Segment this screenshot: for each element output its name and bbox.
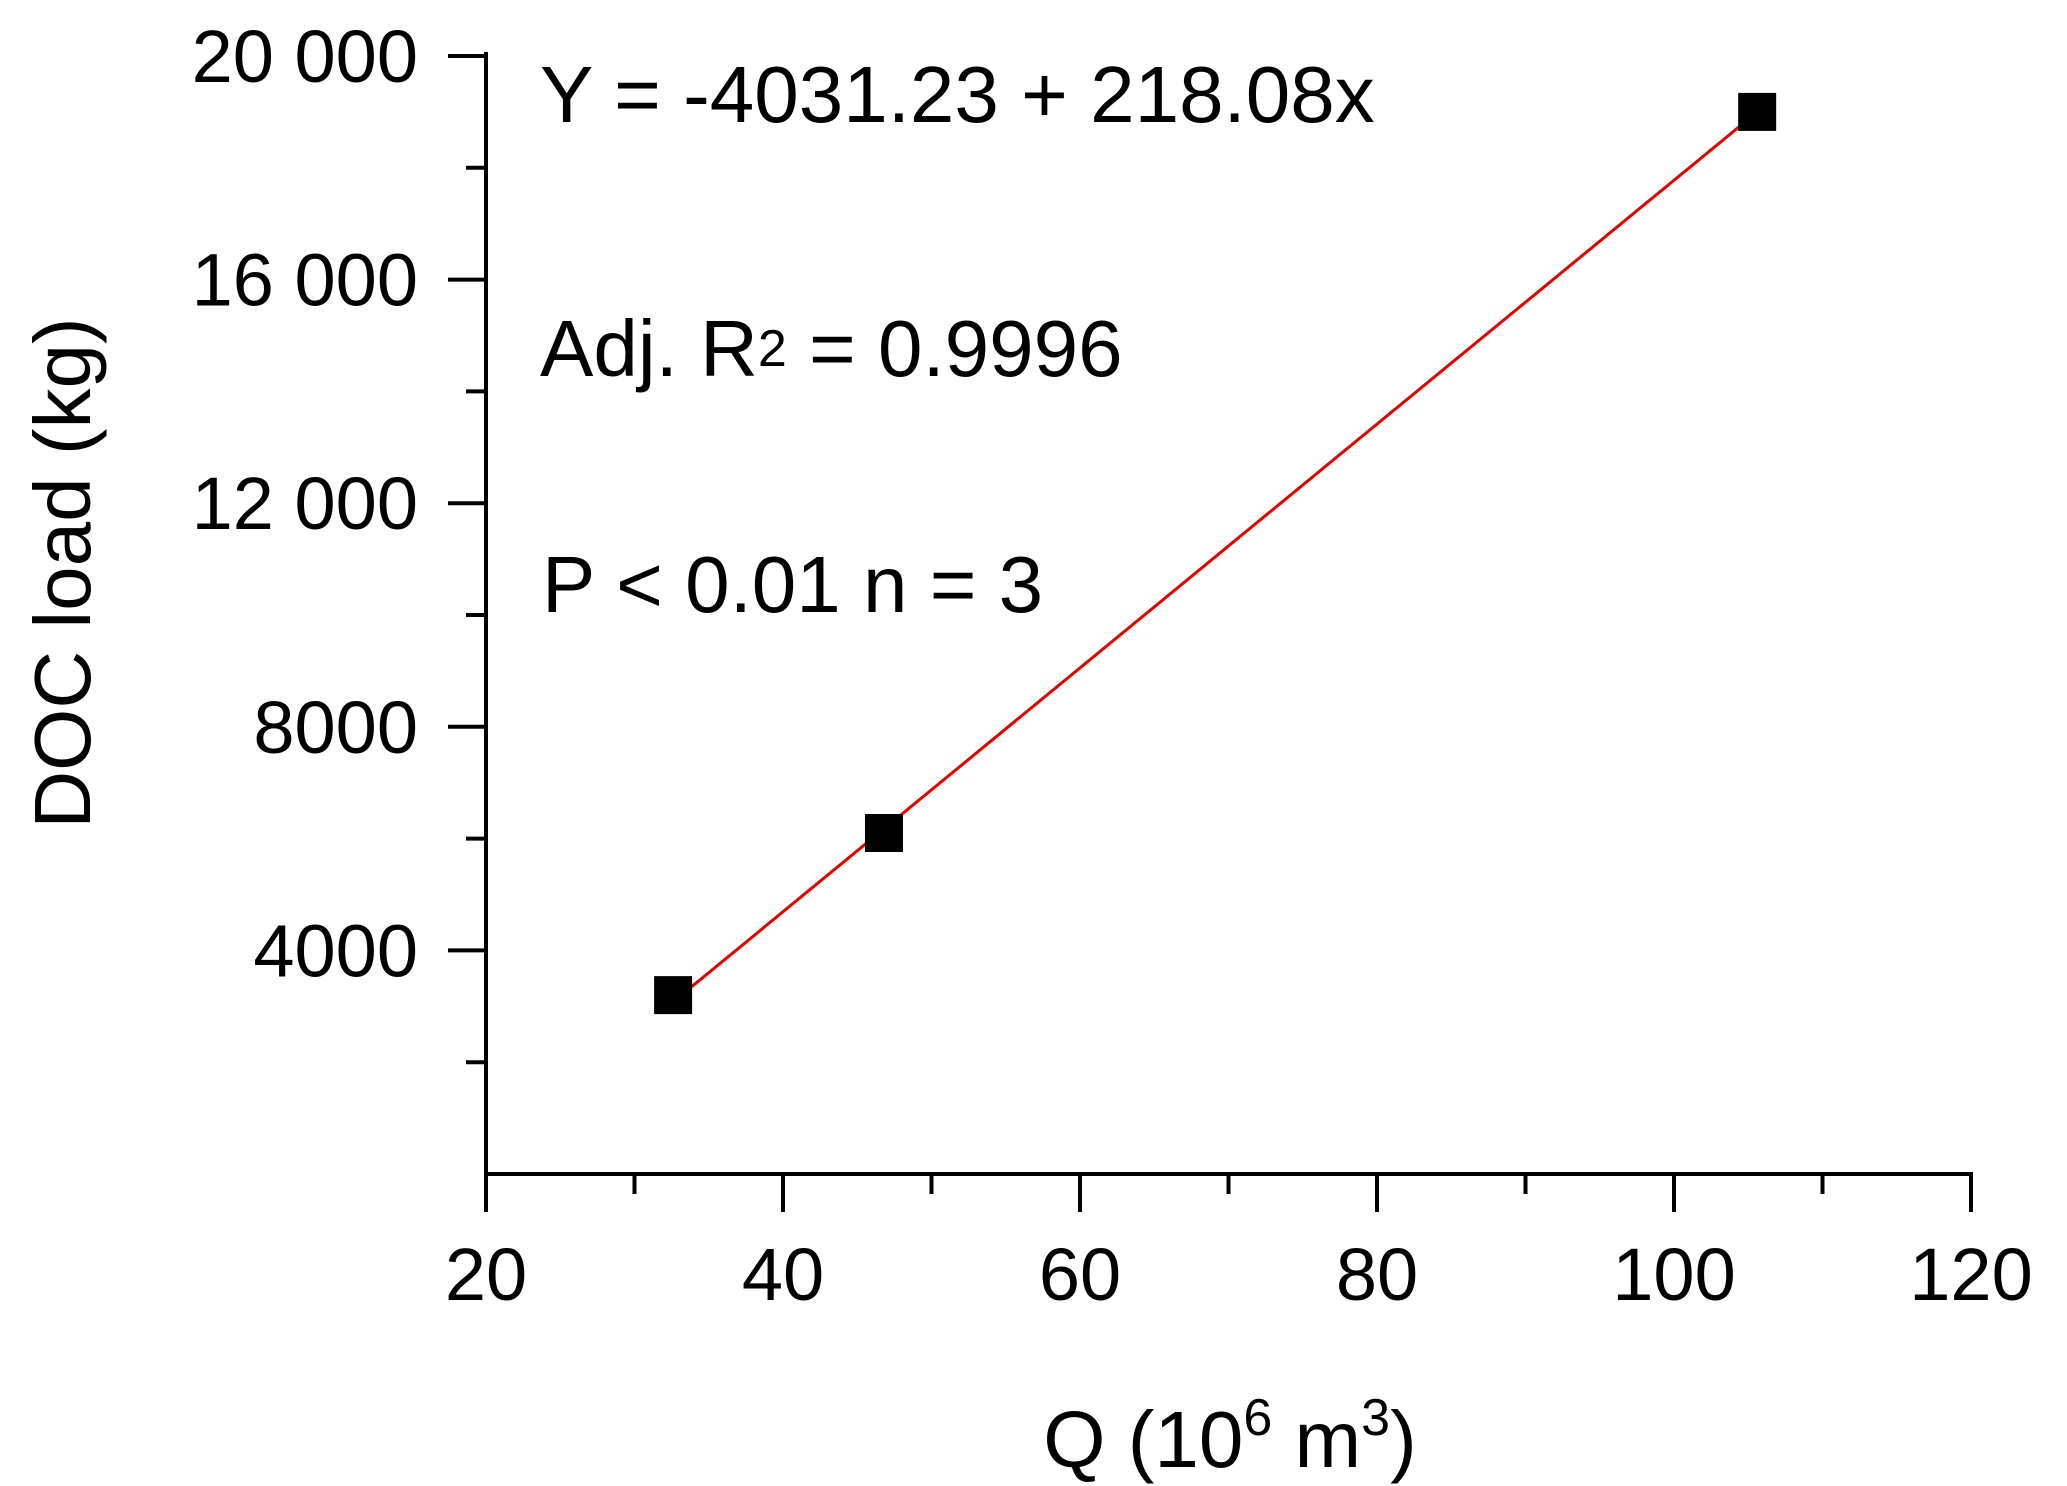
x-tick-label: 20 [445,1233,527,1316]
r2-value: = 0.9996 [787,304,1123,393]
data-point [654,976,693,1015]
data-point [1738,92,1777,131]
y-tick-label: 16 000 [192,239,418,322]
x-axis-unit-m: m [1295,1395,1362,1484]
x-axis-title-symbol: Q [1043,1395,1105,1484]
x-axis-title: Q (106 m3) [1043,1389,1416,1484]
x-tick-label: 100 [1612,1233,1735,1316]
equation-annotation: Y = -4031.23 + 218.08x [540,50,1375,139]
y-tick-label: 8000 [253,686,418,769]
x-axis-unit-exp: 6 [1243,1389,1272,1447]
fit-line [672,110,1759,1004]
stats-annotation: P < 0.01 n = 3 [542,540,1043,629]
r2-annotation: Adj. R2 = 0.9996 [540,304,1123,393]
y-axis-title: DOC load (kg) [18,317,107,828]
x-axis-unit-base: 10 [1154,1395,1243,1484]
y-tick-label: 20 000 [192,15,418,98]
x-tick-label: 60 [1039,1233,1121,1316]
data-point [864,814,903,853]
data-points [654,92,1777,1015]
r2-superscript: 2 [758,320,787,378]
y-tick-label: 12 000 [192,462,418,545]
x-tick-label: 40 [742,1233,824,1316]
r2-label: Adj. R [540,304,758,393]
x-tick-label: 120 [1909,1233,2032,1316]
fit-line-group [672,110,1759,1004]
y-tick-label: 4000 [253,909,418,992]
x-axis-unit-m-exp: 3 [1361,1389,1390,1447]
ticks: 4000 8000 12 000 16 000 20 000 20 40 60 80 100 120 [192,15,2033,1316]
x-tick-label: 80 [1336,1233,1418,1316]
